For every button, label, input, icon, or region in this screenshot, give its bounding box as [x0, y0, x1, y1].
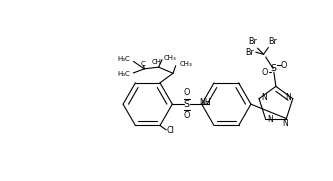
Text: Cl: Cl — [166, 127, 174, 135]
Text: H₃C: H₃C — [117, 71, 130, 77]
Text: O: O — [281, 61, 287, 70]
Text: CH₃: CH₃ — [179, 61, 192, 67]
Text: Br: Br — [269, 37, 278, 46]
Text: CH₃: CH₃ — [164, 54, 176, 61]
Text: NH: NH — [199, 98, 211, 107]
Text: Br: Br — [248, 37, 257, 47]
Text: O: O — [261, 68, 268, 77]
Text: O: O — [183, 88, 190, 97]
Text: C: C — [141, 61, 145, 67]
Text: CH: CH — [152, 59, 162, 65]
Text: S: S — [270, 64, 276, 73]
Text: N: N — [282, 119, 287, 128]
Text: N: N — [285, 93, 291, 102]
Text: N: N — [261, 93, 267, 102]
Text: Br: Br — [245, 48, 254, 57]
Text: N: N — [267, 115, 273, 124]
Text: O: O — [183, 111, 190, 120]
Text: H₃C: H₃C — [117, 56, 130, 62]
Text: S: S — [184, 100, 190, 109]
